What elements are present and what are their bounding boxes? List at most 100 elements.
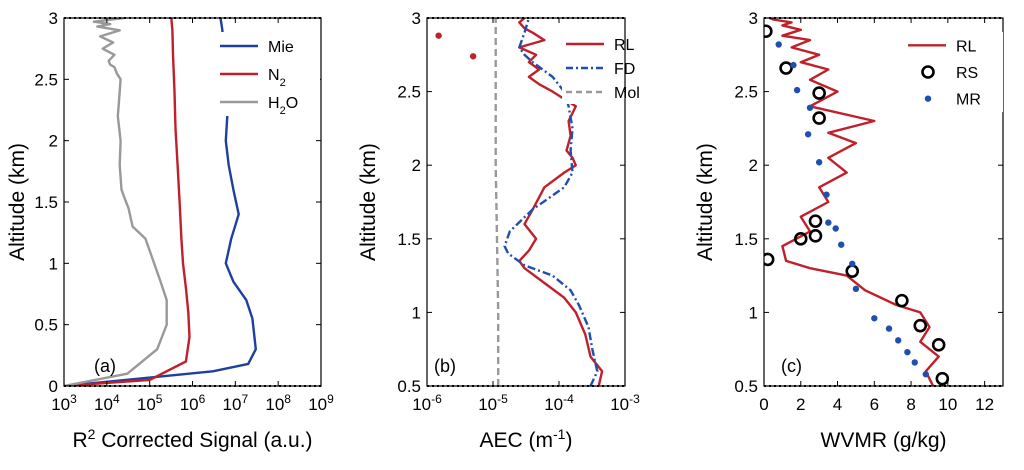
- x-tick-label: 109: [308, 392, 334, 414]
- series-n2-line: [64, 18, 191, 386]
- y-tick-label: 2: [749, 156, 758, 175]
- series-mr-point: [823, 191, 830, 198]
- series-group: [764, 18, 950, 386]
- x-tick-label: 106: [180, 392, 206, 414]
- series-mr-point: [832, 225, 839, 232]
- panel-label: (a): [94, 356, 116, 376]
- series-mr-point: [815, 159, 823, 166]
- x-tick-label: 0: [759, 395, 768, 414]
- y-tick-label: 1: [749, 303, 758, 322]
- plot-frame: [763, 17, 1004, 387]
- x-tick-label: 105: [137, 392, 163, 414]
- series-rs-point: [931, 337, 946, 352]
- y-tick-label: 1: [49, 254, 58, 273]
- x-tick-label: 10-5: [478, 392, 508, 414]
- series-rs-point: [793, 232, 808, 246]
- series-mr-point: [849, 260, 856, 268]
- y-tick-label: 0.5: [734, 377, 758, 396]
- x-tick-label: 104: [94, 392, 120, 414]
- y-tick-label: 3: [412, 9, 421, 28]
- series-mr-point: [885, 325, 893, 332]
- y-tick-label: 2: [49, 132, 58, 151]
- series-rs-point: [764, 252, 775, 267]
- series-mr-point: [895, 337, 902, 344]
- y-tick-label: 2.5: [734, 83, 758, 102]
- series-rl-line: [518, 18, 604, 386]
- y-tick-label: 3: [49, 9, 58, 28]
- legend-item-rs: RS: [921, 65, 978, 82]
- x-axis-label: R2 Corrected Signal (a.u.): [72, 426, 312, 452]
- legend-label: RL: [956, 38, 977, 55]
- x-tick-label: 12: [975, 395, 994, 414]
- legend-item-mol: Mol: [566, 85, 640, 102]
- legend-item-fd: FD: [566, 61, 635, 78]
- legend-item-rl: RL: [908, 38, 977, 55]
- x-tick-label: 2: [796, 395, 805, 414]
- series-rs-point: [812, 86, 826, 100]
- legend-label: Mie: [268, 39, 294, 56]
- series-mr-point: [852, 285, 860, 293]
- legend-label: Mol: [614, 85, 640, 102]
- chart-panel-b: 10-6 10-5 10-4 10-3 0.5 1 1.5 2 2.5 3 AEC (m-1) Alt…: [357, 9, 640, 452]
- legend-item-mie: Mie: [220, 39, 294, 56]
- series-h2o-line: [64, 18, 168, 386]
- chart-panel-a: 103 104 105 106 107 108 109 0 0.5 1 1.5 2 2.5 3 R2 Cor…: [6, 9, 334, 452]
- series-mr-point: [804, 131, 812, 138]
- x-tick-label: 10-3: [610, 392, 640, 414]
- x-tick-label: 4: [833, 395, 842, 414]
- legend-item-n2: N2: [220, 67, 286, 89]
- y-tick-label: 2: [412, 156, 421, 175]
- legend-marker: [924, 95, 932, 102]
- y-axis-label: Altitude (km): [357, 143, 380, 261]
- legend-label: H2O: [268, 95, 298, 117]
- legend: Mie N2 H2O: [216, 32, 320, 117]
- series-rs-point: [812, 111, 826, 125]
- y-tick-label: 0.5: [397, 377, 421, 396]
- x-axis-label: AEC (m-1): [480, 426, 573, 452]
- x-tick-label: 107: [223, 392, 249, 414]
- series-rs-point: [779, 61, 793, 75]
- series-mr-point: [904, 348, 911, 356]
- series-mr-point: [793, 86, 801, 94]
- series-mr-point: [790, 61, 797, 69]
- x-axis-label: WVMR (g/kg): [821, 429, 947, 452]
- series-mr-point: [871, 315, 878, 322]
- y-tick-label: 1.5: [34, 193, 58, 212]
- series-rs-point: [764, 24, 773, 39]
- legend-label: FD: [614, 61, 635, 78]
- legend-item-mr: MR: [924, 92, 981, 109]
- series-rs-point: [935, 371, 950, 386]
- x-tick-label: 6: [870, 395, 879, 414]
- legend-label: MR: [956, 92, 981, 109]
- legend-label: N2: [268, 67, 286, 89]
- series-mr-point: [911, 359, 918, 366]
- legend-label: RL: [614, 37, 635, 54]
- series-mr-point: [806, 104, 814, 111]
- series-group: [435, 18, 604, 386]
- x-tick-label: 8: [906, 395, 915, 414]
- legend: RL RS MR: [904, 32, 1003, 112]
- legend-item-rl: RL: [566, 37, 635, 54]
- x-tick-label: 103: [51, 392, 77, 414]
- series-fd-line: [503, 18, 599, 386]
- series-rl-points-point: [435, 32, 442, 39]
- x-tick-label: 10: [938, 395, 957, 414]
- y-axis-label: Altitude (km): [6, 143, 29, 261]
- series-rs-point: [895, 293, 909, 308]
- x-tick-label: 10-4: [544, 392, 574, 414]
- panel-label: (c): [781, 356, 802, 376]
- legend-box: [904, 32, 1003, 112]
- legend: RL FD Mol: [562, 32, 640, 104]
- series-rs-point: [913, 318, 928, 333]
- series-rs-point: [845, 264, 860, 278]
- series-rl-line: [769, 18, 940, 386]
- panel-label: (b): [434, 356, 456, 376]
- chart-panel-c: 0 2 4 6 8 10 12 0.5 1 1.5 2 2.5 3 WVMR (g/kg) Altitude…: [694, 9, 1004, 452]
- y-axis-label: Altitude (km): [694, 143, 717, 261]
- series-mol-line: [494, 18, 500, 386]
- series-rl-points-point: [469, 53, 477, 60]
- legend-item-h2o: H2O: [220, 95, 298, 117]
- y-tick-label: 1.5: [397, 230, 421, 249]
- series-mr-point: [825, 219, 832, 226]
